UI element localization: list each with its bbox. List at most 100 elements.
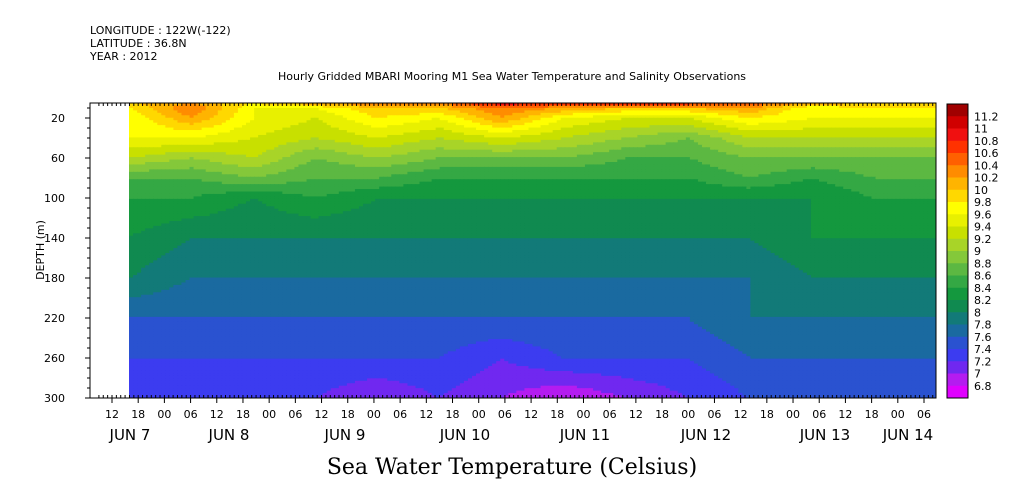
heatmap-cell [209,115,215,119]
heatmap-cell [584,103,590,107]
heatmap-cell [185,112,191,116]
heatmap-cell [706,115,711,119]
heatmap-cell [476,115,481,119]
heatmap-cell [221,117,227,121]
heatmap-cell [161,117,166,121]
heatmap-cell [233,112,239,116]
heatmap-cell [205,112,211,116]
heatmap-cell [258,107,263,111]
heatmap-cell [346,107,352,111]
heatmap-cell [322,107,328,111]
heatmap-cell [145,103,150,107]
heatmap-cell [544,103,550,107]
heatmap-cell [334,115,340,119]
heatmap-cell [742,112,747,116]
heatmap-cell [923,110,929,114]
heatmap-cell [823,110,828,114]
heatmap-cell [911,110,917,114]
heatmap-cell [778,107,784,111]
heatmap-cell [883,112,889,116]
heatmap-cell [863,115,868,119]
heatmap-cell [919,107,925,111]
heatmap-cell [145,115,150,119]
heatmap-cell [354,107,360,111]
heatmap-cell [609,110,614,114]
heatmap-cell [653,107,659,111]
heatmap-cell [693,107,699,111]
heatmap-cell [843,107,848,111]
heatmap-cell [875,112,881,116]
heatmap-cell [552,112,558,116]
heatmap-cell [584,105,590,109]
heatmap-cell [407,107,413,111]
heatmap-cell [613,115,618,119]
heatmap-cell [419,117,425,121]
heatmap-cell [439,112,445,116]
heatmap-cell [649,115,655,119]
heatmap-cell [387,103,392,107]
heatmap-cell [718,105,723,109]
heatmap-cell [524,105,530,109]
heatmap-cell [597,117,602,121]
heatmap-cell [750,107,756,111]
heatmap-cell [407,117,413,121]
heatmap-cell [459,117,465,121]
heatmap-cell [496,107,501,111]
heatmap-cell [338,107,344,111]
heatmap-cell [435,105,441,109]
heatmap-cell [827,112,832,116]
heatmap-cell [213,117,219,121]
heatmap-cell [855,112,860,116]
heatmap-cell [754,110,760,114]
heatmap-cell [492,105,497,109]
heatmap-cell [173,112,179,116]
heatmap-cell [641,107,647,111]
heatmap-cell [500,117,505,121]
heatmap-cell [722,110,727,114]
heatmap-cell [443,107,449,111]
heatmap-cell [217,105,223,109]
heatmap-cell [371,107,376,111]
heatmap-cell [661,107,667,111]
heatmap-cell [556,110,562,114]
heatmap-cell [217,103,223,107]
heatmap-cell [540,107,546,111]
heatmap-cell [823,105,828,109]
heatmap-cell [189,115,195,119]
heatmap-cell [153,117,158,121]
heatmap-cell [427,105,433,109]
heatmap-cell [617,107,622,111]
heatmap-cell [241,117,247,121]
heatmap-cell [153,110,158,114]
heatmap-cell [657,112,663,116]
heatmap-cell [354,105,360,109]
heatmap-cell [609,103,614,107]
heatmap-cell [326,117,332,121]
heatmap-cell [576,117,582,121]
heatmap-cell [560,107,566,111]
heatmap-cell [181,105,187,109]
heatmap-cell [520,110,526,114]
heatmap-cell [891,110,897,114]
heatmap-cell [399,110,404,114]
heatmap-cell [294,105,300,109]
heatmap-cell [859,115,864,119]
heatmap-cell [258,112,263,116]
heatmap-cell [613,117,618,121]
heatmap-cell [290,107,296,111]
heatmap-cell [354,117,360,121]
heatmap-cell [661,103,667,107]
heatmap-cell [645,103,651,107]
heatmap-cell [145,105,150,109]
heatmap-cell [584,117,590,121]
heatmap-cell [625,117,630,121]
heatmap-cell [879,115,885,119]
heatmap-cell [286,103,291,107]
heatmap-cell [484,115,489,119]
heatmap-cell [580,110,586,114]
heatmap-cell [213,107,219,111]
heatmap-cell [762,110,768,114]
heatmap-cell [233,117,239,121]
heatmap-cell [617,115,622,119]
heatmap-cell [927,110,933,114]
